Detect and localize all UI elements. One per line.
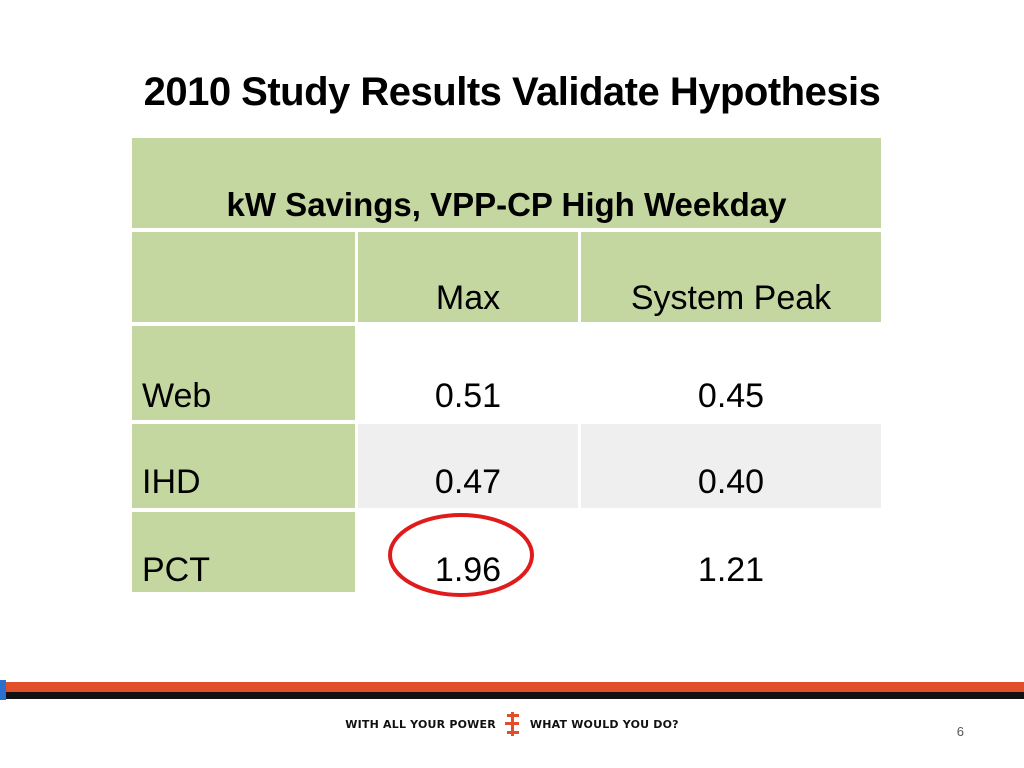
cell-web-system-peak: 0.45 [581, 326, 881, 420]
cell-pct-system-peak: 1.21 [581, 512, 881, 592]
kw-savings-table: kW Savings, VPP-CP High Weekday Max Syst… [129, 134, 884, 596]
table-title: kW Savings, VPP-CP High Weekday [132, 138, 881, 228]
footer-black-bar [0, 692, 1024, 699]
header-max: Max [358, 232, 578, 322]
table-header-row: Max System Peak [132, 232, 881, 322]
tagline-right: WHAT WOULD YOU DO? [529, 717, 679, 731]
table-title-row: kW Savings, VPP-CP High Weekday [132, 138, 881, 228]
cell-ihd-system-peak: 0.40 [581, 424, 881, 508]
footer-blue-accent [0, 680, 6, 700]
cell-web-max: 0.51 [358, 326, 578, 420]
footer-orange-bar [0, 682, 1024, 692]
header-empty-cell [132, 232, 355, 322]
row-label-ihd: IHD [132, 424, 355, 508]
table-row: Web 0.51 0.45 [132, 326, 881, 420]
row-label-web: Web [132, 326, 355, 420]
footer-tagline: WITH ALL YOUR POWER WHAT WOULD YOU DO? [0, 712, 1024, 736]
table-row: PCT 1.96 1.21 [132, 512, 881, 592]
page-number: 6 [956, 724, 964, 739]
tagline-left: WITH ALL YOUR POWER [345, 717, 496, 731]
header-system-peak: System Peak [581, 232, 881, 322]
cell-ihd-max: 0.47 [358, 424, 578, 508]
row-label-pct: PCT [132, 512, 355, 592]
table-row: IHD 0.47 0.40 [132, 424, 881, 508]
e-logo-icon [504, 712, 519, 736]
slide-title: 2010 Study Results Validate Hypothesis [143, 70, 881, 114]
cell-pct-max: 1.96 [358, 512, 578, 592]
